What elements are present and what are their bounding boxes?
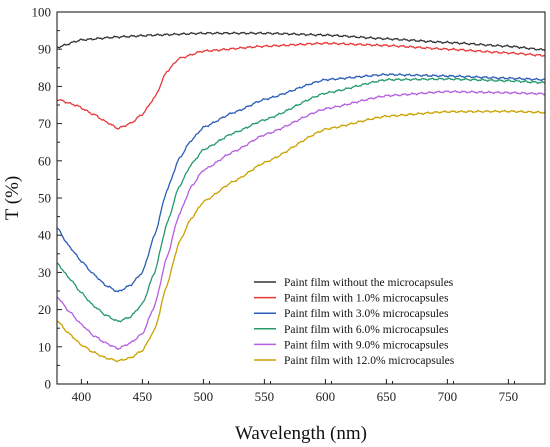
series-line-1 <box>56 31 546 52</box>
legend-label-3: Paint film with 3.0% microcapsules <box>284 308 449 320</box>
legend-label-5: Paint film with 9.0% microcapsules <box>284 339 449 351</box>
legend-label-1: Paint film without the microcapsules <box>284 277 454 289</box>
series-line-3 <box>56 72 546 293</box>
y-axis-title: T (%) <box>2 176 23 221</box>
legend-label-6: Paint film with 12.0% microcapsules <box>284 355 455 367</box>
y-tick-label: 70 <box>38 116 51 131</box>
series-line-6 <box>56 109 546 363</box>
x-tick-label: 500 <box>194 389 214 404</box>
y-tick-label: 90 <box>38 42 51 57</box>
axes: 400 450 500 550 600 650 700 750 0 10 20 30 40 50 60 70 8… <box>32 5 546 404</box>
y-tick-label: 0 <box>45 377 52 392</box>
plot-background <box>57 12 545 384</box>
legend-label-4: Paint film with 6.0% microcapsules <box>284 324 449 336</box>
series-line-5 <box>56 90 546 350</box>
plot-area <box>57 12 545 384</box>
y-tick-label: 100 <box>32 5 52 20</box>
series-layer <box>56 31 546 363</box>
x-tick-label: 400 <box>72 389 92 404</box>
x-tick-label: 650 <box>377 389 397 404</box>
y-tick-label: 20 <box>38 302 51 317</box>
x-tick-label: 700 <box>438 389 458 404</box>
y-tick-label: 60 <box>38 153 51 168</box>
y-tick-label: 30 <box>38 265 51 280</box>
series-line-4 <box>56 77 546 323</box>
x-axis-title: Wavelength (nm) <box>235 423 367 444</box>
x-tick-label: 750 <box>499 389 519 404</box>
y-tick-label: 10 <box>38 339 51 354</box>
legend: Paint film without the microcapsules Pain… <box>254 277 455 367</box>
x-tick-label: 600 <box>316 389 336 404</box>
y-tick-label: 80 <box>38 79 51 94</box>
y-tick-label: 40 <box>38 228 51 243</box>
x-tick-label: 550 <box>255 389 275 404</box>
series-line-2 <box>56 41 546 130</box>
x-tick-label: 450 <box>133 389 153 404</box>
legend-label-2: Paint film with 1.0% microcapsules <box>284 293 449 305</box>
y-tick-label: 50 <box>38 191 51 206</box>
